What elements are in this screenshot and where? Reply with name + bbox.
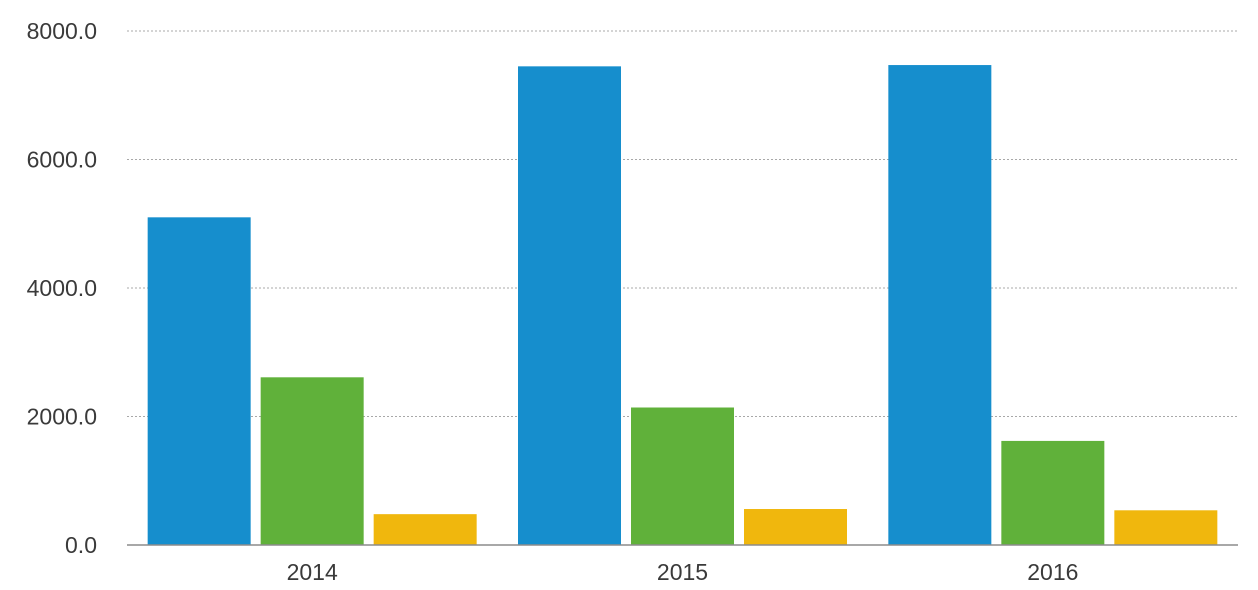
bar [1001,440,1105,545]
x-axis-ticks: 2014 2015 2016 [287,559,1079,585]
bar [373,514,477,545]
y-tick-label: 8000.0 [27,18,97,44]
y-tick-label: 2000.0 [27,404,97,430]
bar [260,377,364,545]
bars [147,65,1218,546]
y-axis-ticks: 0.0 2000.0 4000.0 6000.0 8000.0 [27,18,97,558]
x-tick-label: 2016 [1027,559,1078,585]
x-tick-label: 2015 [657,559,708,585]
x-tick-label: 2014 [287,559,338,585]
gridlines [127,30,1238,417]
y-tick-label: 4000.0 [27,275,97,301]
bar [744,509,847,545]
bar [518,66,621,546]
bar [147,217,251,545]
bar [888,65,992,546]
y-tick-label: 6000.0 [27,147,97,173]
bar [631,407,734,545]
bar [1114,510,1218,545]
y-tick-label: 0.0 [65,532,97,558]
